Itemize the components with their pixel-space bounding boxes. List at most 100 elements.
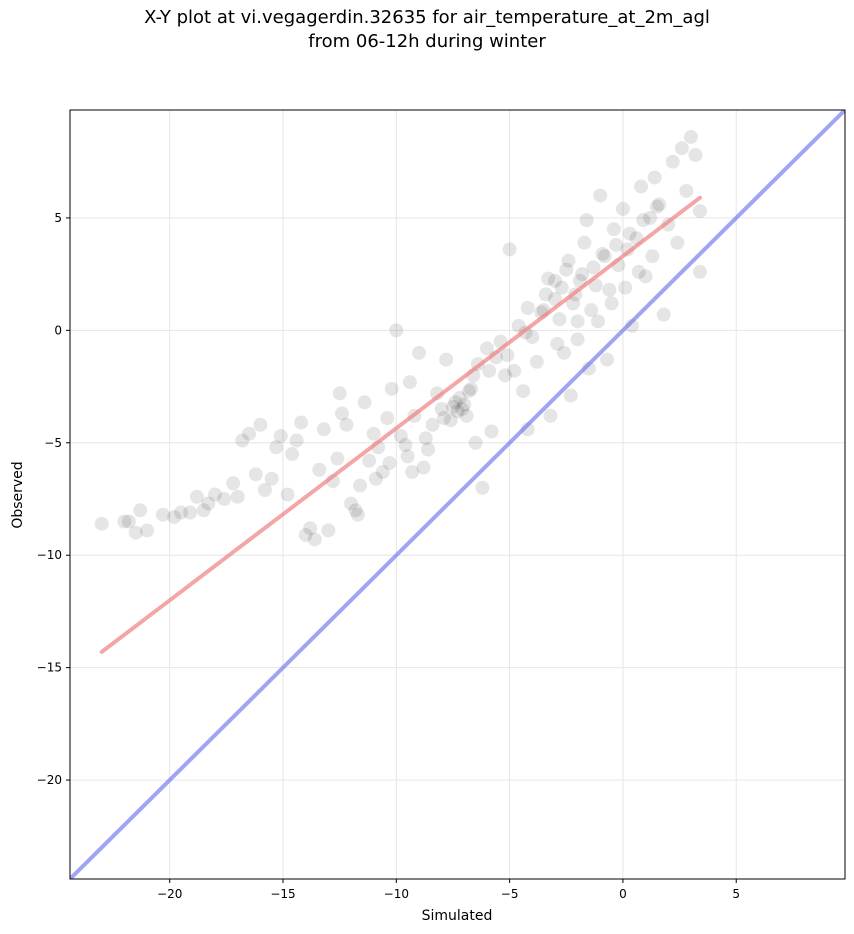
scatter-point	[201, 496, 216, 511]
y-tick-label: 0	[54, 323, 62, 337]
x-tick-label: −10	[384, 887, 409, 901]
scatter-point	[652, 197, 667, 212]
scatter-point	[547, 291, 562, 306]
scatter-point	[600, 352, 615, 367]
scatter-point	[479, 341, 494, 356]
scatter-point	[529, 354, 544, 369]
chart-title: X-Y plot at vi.vegagerdin.32635 for air_…	[144, 7, 710, 28]
scatter-point	[464, 381, 479, 396]
scatter-point	[350, 507, 365, 522]
scatter-point	[298, 527, 313, 542]
scatter-point	[357, 395, 372, 410]
scatter-point	[692, 204, 707, 219]
scatter-point	[452, 390, 467, 405]
scatter-point	[402, 375, 417, 390]
scatter-point	[436, 411, 451, 426]
scatter-point	[226, 476, 241, 491]
scatter-point	[563, 388, 578, 403]
x-axis-label: Simulated	[422, 908, 493, 924]
scatter-point	[443, 413, 458, 428]
scatter-point	[273, 429, 288, 444]
scatter-point	[561, 253, 576, 268]
scatter-point	[257, 483, 272, 498]
scatter-point	[128, 525, 143, 540]
scatter-point	[398, 438, 413, 453]
lines-layer	[70, 110, 845, 879]
scatter-point	[570, 314, 585, 329]
scatter-point	[636, 213, 651, 228]
scatter-point	[634, 179, 649, 194]
scatter-point	[688, 147, 703, 162]
scatter-point	[366, 426, 381, 441]
scatter-point	[670, 235, 685, 250]
scatter-point	[482, 363, 497, 378]
regression-line	[99, 195, 702, 654]
scatter-point	[312, 462, 327, 477]
scatter-point	[439, 352, 454, 367]
scatter-point	[457, 397, 472, 412]
points-layer	[94, 129, 707, 547]
y-tick-label: −20	[37, 773, 62, 787]
scatter-point	[269, 440, 284, 455]
y-axis-label: Observed	[10, 461, 26, 528]
scatter-point	[502, 242, 517, 257]
y-tick-label: −15	[37, 661, 62, 675]
scatter-point	[174, 505, 189, 520]
scatter-point	[595, 246, 610, 261]
scatter-point	[307, 532, 322, 547]
scatter-point	[638, 269, 653, 284]
x-tick-label: 5	[732, 887, 740, 901]
scatter-point	[692, 264, 707, 279]
scatter-point	[586, 260, 601, 275]
x-tick-label: −5	[501, 887, 519, 901]
identity-line	[70, 110, 845, 879]
scatter-point	[183, 505, 198, 520]
scatter-point	[434, 402, 449, 417]
scatter-point	[382, 456, 397, 471]
scatter-point	[411, 345, 426, 360]
scatter-point	[445, 399, 460, 414]
scatter-point	[597, 249, 612, 264]
scatter-point	[543, 408, 558, 423]
scatter-point	[656, 307, 671, 322]
scatter-point	[448, 395, 463, 410]
scatter-point	[353, 478, 368, 493]
scatter-point	[590, 314, 605, 329]
scatter-point	[511, 318, 526, 333]
scatter-point	[679, 183, 694, 198]
scatter-point	[520, 300, 535, 315]
scatter-point	[649, 199, 664, 214]
scatter-point	[425, 417, 440, 432]
scatter-point	[577, 235, 592, 250]
scatter-point	[674, 141, 689, 156]
scatter-point	[348, 503, 363, 518]
scatter-point	[683, 129, 698, 144]
scatter-point	[500, 348, 515, 363]
scatter-point	[248, 467, 263, 482]
scatter-point	[475, 480, 490, 495]
scatter-point	[665, 154, 680, 169]
scatter-point	[557, 345, 572, 360]
scatter-point	[332, 386, 347, 401]
scatter-point	[584, 303, 599, 318]
scatter-point	[189, 489, 204, 504]
scatter-point	[294, 415, 309, 430]
scatter-point	[416, 460, 431, 475]
scatter-point	[235, 433, 250, 448]
scatter-point	[552, 312, 567, 327]
scatter-point	[418, 431, 433, 446]
scatter-point	[525, 330, 540, 345]
x-tick-label: −20	[157, 887, 182, 901]
scatter-point	[334, 406, 349, 421]
scatter-point	[393, 429, 408, 444]
scatter-point	[217, 491, 232, 506]
scatter-point	[550, 336, 565, 351]
y-tick-label: −10	[37, 548, 62, 562]
scatter-point	[264, 471, 279, 486]
scatter-point	[559, 262, 574, 277]
scatter-point	[579, 213, 594, 228]
scatter-point	[242, 426, 257, 441]
scatter-point	[570, 332, 585, 347]
scatter-point	[575, 267, 590, 282]
scatter-point	[622, 226, 637, 241]
